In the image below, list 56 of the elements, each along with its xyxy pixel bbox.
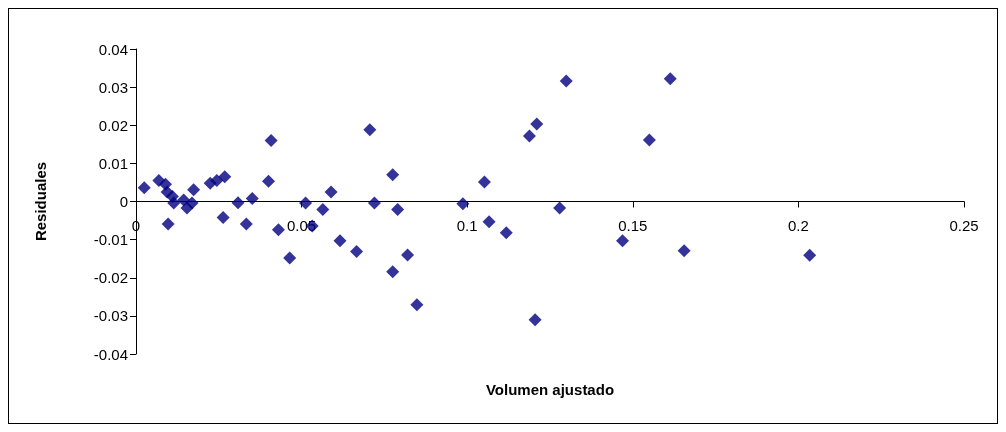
point	[663, 72, 677, 86]
point	[386, 168, 400, 182]
point	[616, 234, 630, 248]
point	[386, 265, 400, 279]
point	[391, 203, 405, 217]
y-tick-label: 0.02	[98, 116, 128, 134]
point	[283, 251, 297, 265]
y-tick-label: -0.04	[93, 345, 128, 363]
point	[522, 129, 536, 143]
point	[216, 211, 230, 225]
y-tick-label: 0.03	[98, 78, 128, 96]
point	[271, 223, 285, 237]
y-tick-label: 0	[119, 193, 128, 210]
point	[367, 196, 381, 210]
point	[530, 117, 544, 131]
y-tick-label: 0.04	[98, 40, 128, 58]
point	[187, 183, 201, 197]
point	[642, 133, 656, 147]
point	[137, 181, 151, 195]
point	[231, 196, 245, 210]
point	[245, 191, 259, 205]
point	[363, 123, 377, 137]
point	[210, 174, 224, 188]
point	[401, 248, 415, 262]
point	[553, 201, 567, 215]
point	[477, 175, 491, 189]
y-tick-label: -0.01	[93, 231, 128, 249]
x-axis-title: Volumen ajustado	[485, 381, 615, 398]
point	[333, 234, 347, 248]
point	[499, 226, 513, 240]
y-tick-label: -0.02	[93, 269, 128, 287]
point	[165, 190, 179, 204]
point	[239, 217, 253, 231]
x-tick-label: 0.25	[949, 216, 979, 234]
point	[324, 185, 338, 199]
point	[185, 196, 199, 210]
y-tick-label: -0.03	[93, 307, 128, 325]
point	[803, 248, 817, 262]
y-tick-label: 0.01	[98, 154, 128, 172]
point	[677, 244, 691, 258]
point	[161, 217, 175, 231]
x-tick-label: 0.2	[787, 216, 809, 234]
point	[299, 196, 313, 210]
point	[350, 244, 364, 258]
point	[482, 215, 496, 229]
point	[410, 298, 424, 312]
point	[528, 313, 542, 327]
point	[316, 203, 330, 217]
point	[456, 197, 470, 211]
point	[559, 74, 573, 88]
x-tick-label: 0.1	[456, 216, 478, 234]
x-tick-label: 0.15	[618, 216, 648, 234]
point	[264, 134, 278, 147]
point	[261, 174, 275, 188]
y-axis-title: Residuales	[32, 161, 49, 242]
point	[218, 170, 232, 184]
